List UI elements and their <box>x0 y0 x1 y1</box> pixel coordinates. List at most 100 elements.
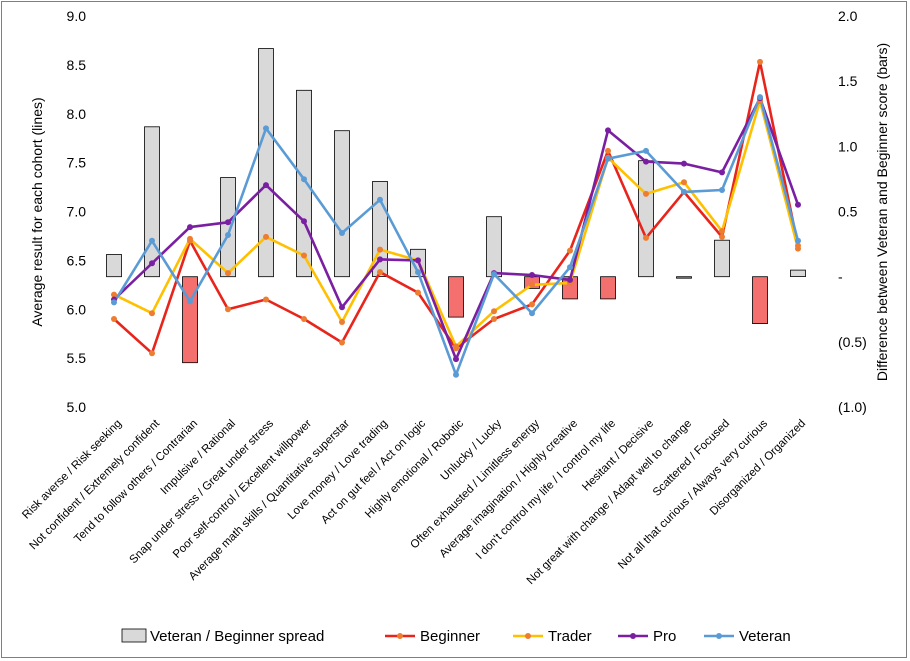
point-trader-17 <box>719 228 725 235</box>
point-trader-15 <box>643 190 649 197</box>
bar-scattered-focused <box>714 239 730 278</box>
x-category-label: Average imagination / Highly creative <box>438 418 581 561</box>
point-trader-8 <box>377 246 383 253</box>
point-beginner-18 <box>757 58 763 65</box>
bar-hesitant-decisive <box>638 160 654 278</box>
x-category-label: Hesitant / Decisive <box>580 418 656 494</box>
y-axis-right-title: Difference between Veteran and Beginner … <box>874 43 890 381</box>
bar-impulsive-rational <box>220 177 236 278</box>
point-pro-6 <box>301 218 307 225</box>
point-beginner-5 <box>263 296 269 303</box>
y-right-tick-label: 2.0 <box>838 8 858 24</box>
bar-snap-under-stress-great-under-stress <box>258 48 274 278</box>
point-veteran-3 <box>187 298 193 305</box>
x-category-label: Snap under stress / Great under stress <box>128 417 277 566</box>
point-pro-16 <box>681 160 687 167</box>
y-right-tick-label: (0.5) <box>838 334 867 350</box>
bar-highly-emotional-robotic <box>448 276 464 318</box>
plot-layer <box>106 48 806 378</box>
point-pro-13 <box>567 276 573 283</box>
x-category-label: Impulsive / Rational <box>159 418 238 497</box>
point-beginner-7 <box>339 339 345 346</box>
bar-average-math-skills-quantitative-superstar <box>334 130 350 278</box>
line-pro <box>112 96 800 361</box>
point-veteran-9 <box>415 269 421 276</box>
point-beginner-4 <box>225 306 231 313</box>
point-veteran-6 <box>301 176 307 183</box>
point-veteran-12 <box>529 310 535 317</box>
legend: Veteran / Beginner spread Beginner Trader P… <box>121 628 791 645</box>
point-trader-2 <box>149 310 155 317</box>
y-left-tick-label: 9.0 <box>67 8 87 24</box>
point-pro-12 <box>529 272 535 278</box>
point-pro-3 <box>187 224 193 231</box>
legend-marker-veteran <box>716 633 722 639</box>
y-left-tick-label: 8.0 <box>67 106 87 122</box>
point-pro-10 <box>453 356 459 363</box>
bar-risk-averse-risk-seeking <box>106 254 122 278</box>
point-beginner-2 <box>149 350 155 357</box>
point-trader-3 <box>187 235 193 242</box>
point-pro-15 <box>643 158 649 165</box>
point-beginner-15 <box>643 234 649 241</box>
point-veteran-18 <box>757 94 763 101</box>
point-pro-8 <box>377 256 383 263</box>
legend-marker-beginner <box>397 633 403 639</box>
point-veteran-2 <box>149 237 155 244</box>
bar-i-don-t-control-my-life-i-control-my-life <box>600 276 616 300</box>
bar-not-great-with-change-adapt-well-to-change <box>676 276 692 279</box>
point-pro-17 <box>719 169 725 176</box>
point-beginner-1 <box>111 316 117 322</box>
bar-poor-self-control-excellent-willpower <box>296 89 312 278</box>
right-axis-ticks: (1.0) (0.5) - 0.5 1.0 1.5 2.0 <box>838 8 867 415</box>
y-right-tick-label: 0.5 <box>838 204 858 220</box>
y-left-tick-label: 7.5 <box>67 155 87 171</box>
point-trader-1 <box>111 291 117 298</box>
y-left-tick-label: 5.0 <box>67 399 87 415</box>
point-trader-6 <box>301 252 307 259</box>
point-veteran-17 <box>719 187 725 193</box>
y-left-tick-label: 8.5 <box>67 57 87 73</box>
point-trader-4 <box>225 270 231 277</box>
point-veteran-13 <box>567 264 573 271</box>
point-beginner-17 <box>719 233 725 240</box>
point-veteran-4 <box>225 232 231 238</box>
point-pro-2 <box>149 260 155 267</box>
legend-label-veteran: Veteran <box>739 628 791 645</box>
x-category-label: Poor self-control / Excellent willpower <box>171 418 314 561</box>
point-veteran-11 <box>491 271 497 278</box>
point-veteran-15 <box>643 147 649 154</box>
point-veteran-8 <box>377 196 383 203</box>
point-trader-16 <box>681 179 687 186</box>
point-pro-7 <box>339 304 345 311</box>
legend-swatch-spread <box>121 628 147 643</box>
point-veteran-19 <box>795 237 801 244</box>
legend-label-spread: Veteran / Beginner spread <box>150 628 324 645</box>
point-pro-5 <box>263 182 269 189</box>
point-trader-10 <box>453 343 459 350</box>
point-beginner-6 <box>301 316 307 322</box>
point-pro-19 <box>795 201 801 208</box>
bar-disorganized-organized <box>790 269 806 278</box>
bar-tend-to-follow-others-contrarian <box>182 276 198 364</box>
y-left-tick-label: 7.0 <box>67 204 87 220</box>
y-left-tick-label: 6.0 <box>67 301 87 317</box>
y-right-tick-label: - <box>838 269 843 285</box>
point-beginner-14 <box>605 147 611 154</box>
point-pro-4 <box>225 219 231 226</box>
y-right-tick-label: (1.0) <box>838 399 867 415</box>
y-left-tick-label: 6.5 <box>67 252 87 268</box>
point-beginner-8 <box>377 269 383 276</box>
y-left-tick-label: 5.5 <box>67 350 87 366</box>
point-beginner-9 <box>415 289 421 296</box>
point-trader-19 <box>795 245 801 252</box>
point-pro-9 <box>415 257 421 264</box>
point-pro-14 <box>605 127 611 134</box>
point-trader-12 <box>529 281 535 288</box>
y-right-tick-label: 1.5 <box>838 73 858 89</box>
point-veteran-10 <box>453 371 459 378</box>
x-category-label: I don't control my life / I control my l… <box>474 418 618 562</box>
point-beginner-11 <box>491 316 497 322</box>
